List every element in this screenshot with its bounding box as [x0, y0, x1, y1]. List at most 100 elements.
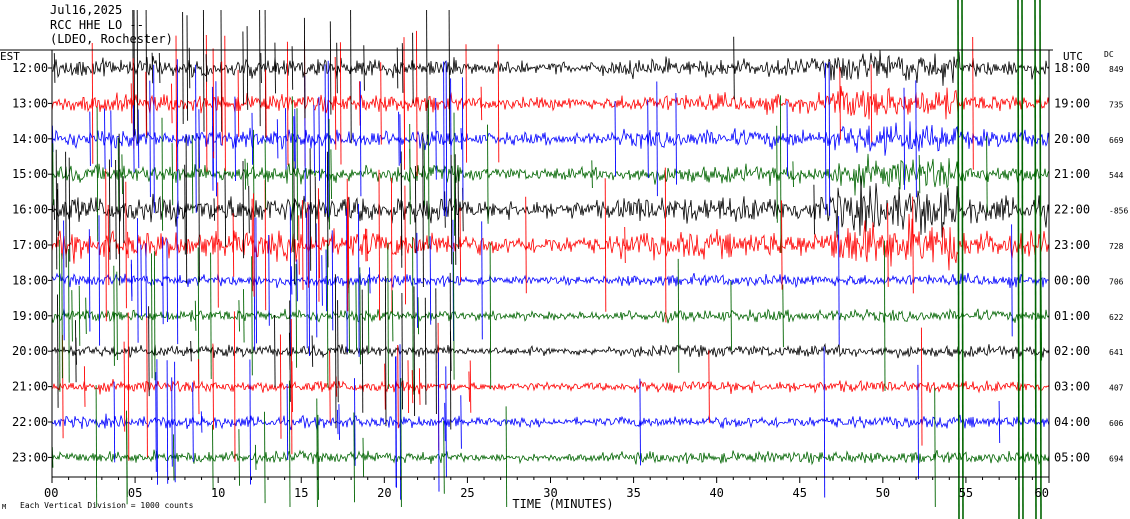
- utc-time-label: 05:00: [1054, 450, 1090, 464]
- trace-spike: [314, 176, 317, 243]
- dc-offset-label: 622: [1109, 313, 1124, 322]
- trace-spike: [197, 359, 200, 415]
- x-tick-label: 20: [377, 486, 391, 500]
- trace-spike: [127, 231, 129, 259]
- trace-spike: [1011, 224, 1013, 337]
- trace-spike: [166, 360, 169, 484]
- trace-spike: [65, 151, 67, 268]
- trace-spike: [268, 234, 270, 326]
- trace-spike: [346, 202, 349, 288]
- trace-spike: [776, 125, 778, 223]
- trace-spike: [98, 215, 101, 346]
- trace-spike: [274, 42, 276, 94]
- trace-spike: [205, 54, 208, 82]
- trace-spike: [614, 101, 617, 177]
- trace-spike: [429, 236, 432, 325]
- trace-spike: [998, 400, 1001, 444]
- trace-spike: [326, 151, 329, 268]
- trace-spike: [329, 350, 331, 423]
- trace-spike: [362, 437, 365, 477]
- trace-spike: [404, 185, 406, 305]
- est-time-label: 19:00: [12, 309, 48, 323]
- trace-spike: [296, 259, 298, 302]
- trace-spike: [346, 208, 348, 353]
- trace-spike: [409, 123, 411, 225]
- trace-spike: [525, 196, 527, 294]
- trace-spike: [174, 361, 176, 483]
- trace-spike: [318, 211, 320, 279]
- trace-spike: [912, 196, 914, 294]
- trace-spike: [188, 47, 191, 89]
- seismic-trace: [51, 449, 1050, 466]
- left-axis-label: EST: [0, 50, 20, 63]
- trace-spike: [88, 229, 91, 332]
- trace-spike: [61, 253, 63, 379]
- trace-spike: [400, 163, 403, 256]
- trace-spike: [156, 359, 158, 485]
- trace-spike: [279, 334, 282, 439]
- trace-spike: [155, 372, 157, 472]
- trace-spike: [398, 111, 400, 166]
- trace-spike: [461, 77, 464, 201]
- dc-header-label: DC: [1104, 50, 1114, 59]
- trace-spike: [353, 412, 355, 503]
- trace-spike: [301, 200, 304, 290]
- x-tick-label: 00: [44, 486, 58, 500]
- trace-spike: [291, 96, 294, 253]
- trace-spike: [289, 206, 292, 355]
- trace-spike: [779, 95, 782, 254]
- trace-spike: [624, 226, 626, 264]
- trace-spike: [255, 217, 257, 344]
- trace-spike: [417, 297, 420, 335]
- trace-spike: [53, 199, 55, 220]
- dc-offset-label: 706: [1109, 277, 1124, 286]
- trace-spike: [986, 135, 988, 213]
- trace-spike: [334, 56, 337, 150]
- trace-spike: [260, 52, 262, 84]
- trace-spike: [786, 101, 789, 177]
- trace-spike: [115, 159, 117, 260]
- trace-spike: [78, 285, 81, 346]
- trace-spike: [359, 81, 362, 197]
- utc-time-label: 02:00: [1054, 344, 1090, 358]
- trace-spike: [118, 133, 121, 286]
- trace-spike: [887, 203, 889, 287]
- trace-spike: [309, 148, 312, 271]
- trace-spike: [117, 137, 120, 211]
- trace-spike: [127, 312, 130, 461]
- trace-spike: [792, 161, 794, 188]
- trace-spike: [53, 53, 56, 83]
- trace-spike-large: [1021, 0, 1024, 519]
- trace-spike: [828, 61, 831, 216]
- utc-time-label: 22:00: [1054, 203, 1090, 217]
- trace-spike: [288, 380, 291, 508]
- est-time-label: 22:00: [12, 415, 48, 429]
- dc-offset-label: -856: [1109, 207, 1128, 216]
- x-tick-label: 60: [1035, 486, 1049, 500]
- trace-spike: [295, 263, 298, 368]
- trace-spike: [104, 108, 106, 170]
- trace-spike: [934, 387, 936, 508]
- trace-spike: [195, 64, 197, 213]
- trace-spike: [89, 111, 91, 167]
- trace-spike: [422, 132, 424, 288]
- trace-spike: [246, 162, 249, 186]
- trace-spike: [171, 143, 174, 206]
- x-tick-label: 40: [709, 486, 723, 500]
- x-tick-label: 30: [543, 486, 557, 500]
- seismic-trace: [51, 379, 1050, 395]
- trace-spike: [917, 364, 919, 480]
- trace-spike: [450, 154, 453, 265]
- trace-spike-large: [1034, 0, 1037, 519]
- trace-spike: [110, 110, 112, 168]
- dc-offset-label: 728: [1109, 242, 1124, 251]
- trace-spike: [395, 356, 397, 488]
- x-tick-label: 15: [294, 486, 308, 500]
- trace-spike: [358, 203, 360, 357]
- trace-spike: [210, 252, 212, 380]
- trace-spike: [238, 300, 240, 332]
- trace-spike: [480, 86, 483, 121]
- trace-spike: [133, 9, 136, 136]
- trace-spike: [972, 36, 974, 170]
- seismic-trace: [51, 413, 1050, 431]
